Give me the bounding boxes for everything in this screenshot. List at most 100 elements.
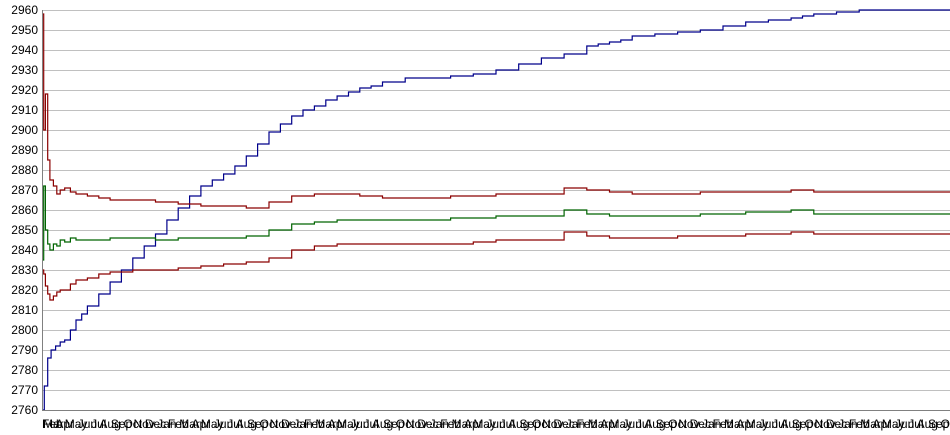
x-tick-label: Jun	[486, 417, 505, 431]
x-tick-label: May	[473, 417, 496, 431]
y-tick-label: 2960	[11, 3, 38, 17]
x-tick-label: Feb	[304, 417, 325, 431]
y-tick-label: 2770	[11, 383, 38, 397]
x-tick-label: Nov	[133, 417, 154, 431]
series-line-3	[42, 185, 950, 261]
x-tick-label: Jan	[430, 417, 449, 431]
x-tick-label: Feb	[849, 417, 870, 431]
y-tick-label: 2860	[11, 203, 38, 217]
y-tick-label: 2930	[11, 63, 38, 77]
y-tick-label: 2800	[11, 323, 38, 337]
x-tick-label: Apr	[736, 417, 755, 431]
y-tick-label: 2870	[11, 183, 38, 197]
y-tick-label: 2940	[11, 43, 38, 57]
x-tick-label: Dec	[826, 417, 847, 431]
x-tick-label: Feb	[713, 417, 734, 431]
x-tick-label: Jan	[293, 417, 312, 431]
x-tick-label: Aug	[917, 417, 938, 431]
x-tick-label: Apr	[600, 417, 619, 431]
x-tick-label: Jan	[702, 417, 721, 431]
x-tick-label: Jun	[623, 417, 642, 431]
x-tick-label: May	[746, 417, 769, 431]
x-tick-label: Oct	[396, 417, 415, 431]
x-tick-label: Dec	[553, 417, 574, 431]
x-tick-label: May	[337, 417, 360, 431]
y-tick-label: 2780	[11, 363, 38, 377]
x-tick-label: Jan	[838, 417, 857, 431]
x-tick-label: Apr	[464, 417, 483, 431]
x-tick-label: Jun	[214, 417, 233, 431]
y-tick-label: 2790	[11, 343, 38, 357]
x-tick-label: Apr	[192, 417, 211, 431]
y-tick-label: 2820	[11, 283, 38, 297]
x-tick-label: Aug	[372, 417, 393, 431]
y-tick-label: 2920	[11, 83, 38, 97]
x-tick-label: Dec	[281, 417, 302, 431]
x-tick-label: Mar	[860, 417, 881, 431]
y-tick-label: 2760	[11, 403, 38, 417]
x-tick-label: Nov	[678, 417, 699, 431]
y-tick-label: 2810	[11, 303, 38, 317]
x-tick-label: Aug	[99, 417, 120, 431]
x-tick-label: Feb	[168, 417, 189, 431]
x-tick-label: Mar	[588, 417, 609, 431]
x-tick-label: Jun	[350, 417, 369, 431]
x-tick-label: Sep	[247, 417, 269, 431]
x-tick-label: Nov	[406, 417, 427, 431]
x-tick-label: Mar	[315, 417, 336, 431]
x-tick-label: Nov	[542, 417, 563, 431]
x-tick-label: Oct	[668, 417, 687, 431]
x-tick-label: Mar	[179, 417, 200, 431]
x-tick-label: Oct	[532, 417, 551, 431]
x-tick-label: Jul	[636, 417, 651, 431]
x-tick-label: Jul	[772, 417, 787, 431]
x-tick-label: Jul	[908, 417, 923, 431]
x-tick-label: Nov	[270, 417, 291, 431]
x-tick-label: Aug	[508, 417, 529, 431]
x-tick-label: Mar	[43, 417, 64, 431]
x-tick-label: Jul	[363, 417, 378, 431]
x-tick-label: Sep	[656, 417, 678, 431]
x-tick-label: Jun	[895, 417, 914, 431]
x-tick-label: Jul	[500, 417, 515, 431]
x-tick-label: Sep	[519, 417, 541, 431]
series-line-2	[42, 13, 950, 209]
x-tick-label: Jan	[157, 417, 176, 431]
x-tick-label: Oct	[941, 417, 950, 431]
x-tick-label: Aug	[780, 417, 801, 431]
x-tick-label: Feb	[440, 417, 461, 431]
x-tick-label: Sep	[928, 417, 950, 431]
y-tick-label: 2900	[11, 123, 38, 137]
x-tick-label: Jun	[78, 417, 97, 431]
x-tick-label: Jul	[227, 417, 242, 431]
x-tick-label: Apr	[873, 417, 892, 431]
y-tick-label: 2830	[11, 263, 38, 277]
x-tick-label: Jan	[566, 417, 585, 431]
x-tick-label: Oct	[260, 417, 279, 431]
x-tick-label: Feb	[42, 417, 63, 431]
y-tick-label: 2840	[11, 243, 38, 257]
x-tick-label: Apr	[328, 417, 347, 431]
x-tick-label: Oct	[804, 417, 823, 431]
x-tick-label: Nov	[814, 417, 835, 431]
x-tick-label: May	[610, 417, 633, 431]
x-tick-label: Feb	[576, 417, 597, 431]
x-tick-label: Sep	[111, 417, 133, 431]
y-tick-label: 2890	[11, 143, 38, 157]
series-line-1	[42, 9, 950, 411]
x-tick-label: Aug	[644, 417, 665, 431]
x-tick-label: Sep	[383, 417, 405, 431]
x-tick-label: Mar	[724, 417, 745, 431]
x-tick-label: Dec	[417, 417, 438, 431]
x-tick-label: Apr	[55, 417, 74, 431]
x-tick-label: Mar	[452, 417, 473, 431]
x-tick-label: May	[882, 417, 905, 431]
series-line-4	[42, 231, 950, 301]
x-tick-label: May	[65, 417, 88, 431]
x-tick-label: Jul	[91, 417, 106, 431]
y-axis-tick-labels: 2760 2770 2780 2790 2800 2810 2820 2830 2840 2850…	[11, 3, 38, 417]
x-tick-label: Dec	[690, 417, 711, 431]
x-tick-label: Sep	[792, 417, 814, 431]
y-tick-label: 2910	[11, 103, 38, 117]
